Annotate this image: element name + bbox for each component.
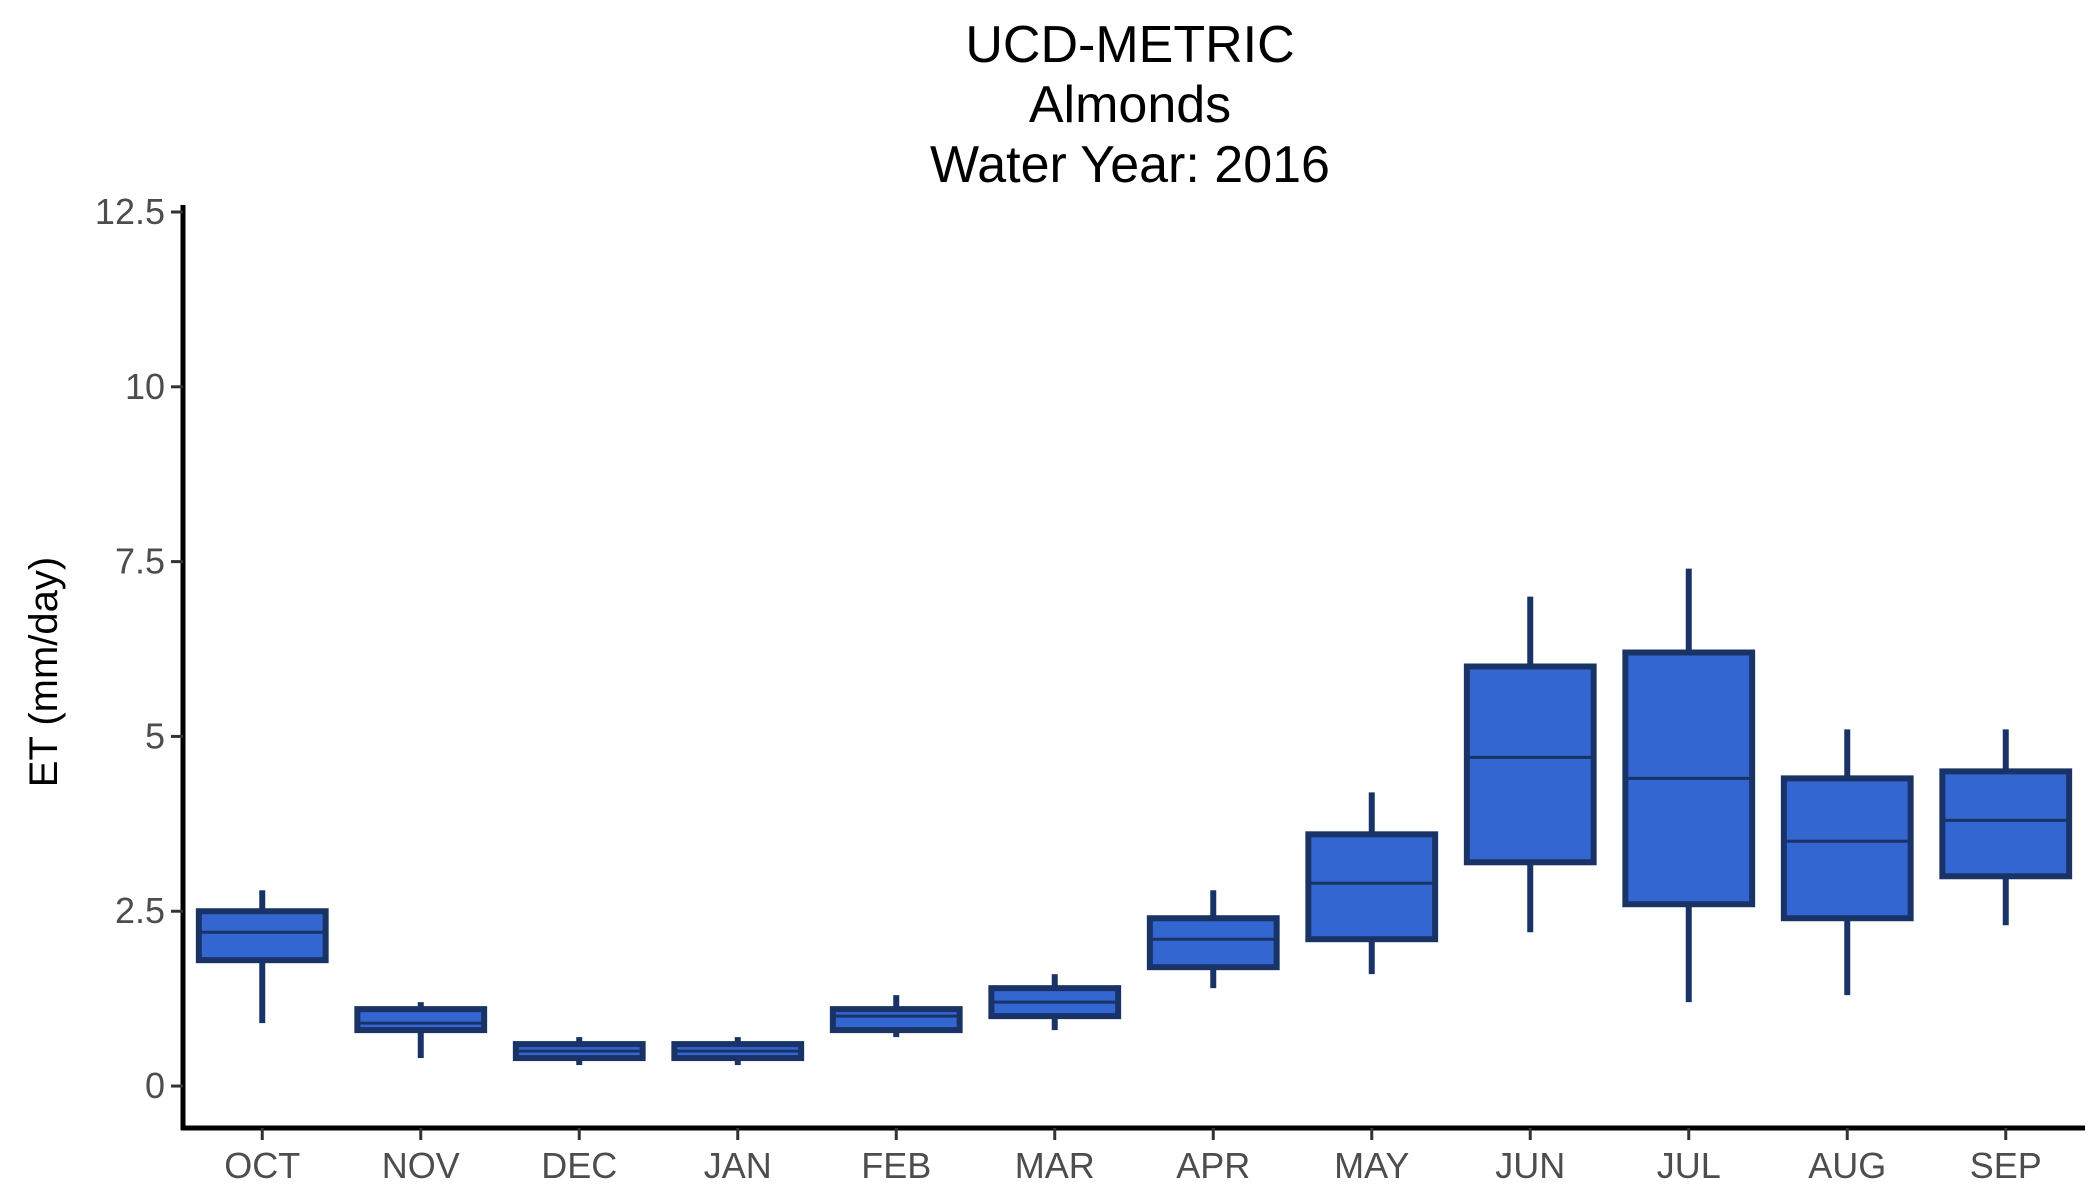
- box-mar: [988, 974, 1122, 1031]
- y-tick-label: 7.5: [115, 541, 165, 582]
- box-body: [1146, 915, 1280, 971]
- box-feb: [829, 995, 963, 1038]
- x-tick-label: NOV: [382, 1145, 460, 1186]
- x-tick-label: MAY: [1334, 1145, 1409, 1186]
- y-tick-label: 12.5: [95, 191, 165, 232]
- box-series: [195, 568, 2073, 1066]
- box-oct: [195, 890, 329, 1024]
- box-sep: [1939, 729, 2073, 926]
- box-apr: [1146, 890, 1280, 989]
- y-tick-label: 0: [145, 1065, 165, 1106]
- x-tick-label: MAR: [1015, 1145, 1095, 1186]
- chart-title-line-3: Water Year: 2016: [930, 136, 1330, 194]
- box-body: [195, 908, 329, 964]
- box-body: [354, 1006, 488, 1034]
- box-body: [1463, 663, 1597, 866]
- box-body: [1780, 775, 1914, 922]
- box-jul: [1622, 568, 1756, 1003]
- box-nov: [354, 1002, 488, 1059]
- box-body: [1305, 831, 1439, 943]
- x-tick-label: JUL: [1657, 1145, 1721, 1186]
- y-tick-label: 5: [145, 715, 165, 756]
- box-dec: [512, 1037, 646, 1066]
- box-may: [1305, 792, 1439, 975]
- x-tick-label: AUG: [1808, 1145, 1886, 1186]
- box-body: [829, 1006, 963, 1034]
- x-tick-label: JAN: [704, 1145, 772, 1186]
- chart-title-line-2: Almonds: [1029, 76, 1231, 134]
- box-jan: [671, 1037, 805, 1066]
- x-tick-label: SEP: [1970, 1145, 2042, 1186]
- axes: 0 2.5 5 7.5 10 12.5 OCT NOV DEC JAN FEB MAR APR MAY JU…: [95, 191, 2085, 1186]
- box-body: [1939, 768, 2073, 880]
- x-tick-label: APR: [1176, 1145, 1250, 1186]
- x-tick-label: OCT: [224, 1145, 300, 1186]
- x-tick-label: JUN: [1495, 1145, 1565, 1186]
- x-tick-label: FEB: [861, 1145, 931, 1186]
- y-tick-label: 2.5: [115, 890, 165, 931]
- box-jun: [1463, 596, 1597, 933]
- chart-title-line-1: UCD-METRIC: [965, 16, 1294, 74]
- y-tick-label: 10: [125, 366, 165, 407]
- y-axis-title: ET (mm/day): [22, 557, 66, 787]
- box-aug: [1780, 729, 1914, 996]
- x-tick-label: DEC: [541, 1145, 617, 1186]
- chart-title: UCD-METRIC Almonds Water Year: 2016: [930, 16, 1330, 194]
